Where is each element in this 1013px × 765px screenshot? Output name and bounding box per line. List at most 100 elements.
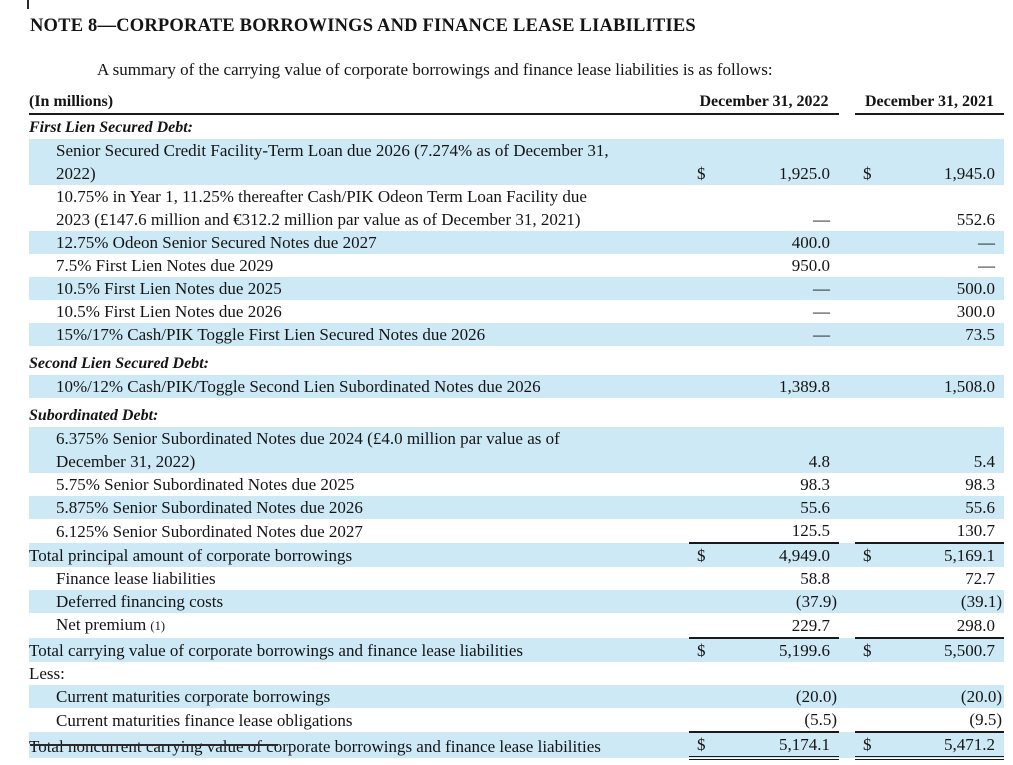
value-2021: 5,471.2 [883, 732, 1004, 760]
row-label: Total principal amount of corporate borr… [29, 543, 689, 567]
currency-symbol-2021 [855, 496, 883, 519]
value-2021: 500.0 [956, 279, 995, 298]
currency-symbol-2021 [855, 277, 883, 300]
currency-symbol-2021: $ [863, 546, 872, 565]
currency-symbol-2021 [855, 613, 883, 639]
row-label: 6.375% Senior Subordinated Notes due 202… [29, 427, 689, 473]
row-label-line: Current maturities finance lease obligat… [56, 711, 353, 730]
currency-symbol-2022 [689, 613, 715, 639]
currency-symbol-2022 [689, 323, 715, 346]
value-2022: 5,174.1 [715, 732, 839, 760]
value-2022: (20.0) [795, 687, 837, 706]
currency-symbol-2022: $ [697, 546, 706, 565]
column-gap [839, 613, 855, 638]
row-label: Total carrying value of corporate borrow… [29, 638, 689, 662]
row-label-line: 12.75% Odeon Senior Secured Notes due 20… [56, 233, 377, 252]
row-label: 7.5% First Lien Notes due 2029 [29, 254, 689, 277]
column-gap [839, 375, 855, 398]
value-2022: — [813, 210, 830, 229]
row-label: 12.75% Odeon Senior Secured Notes due 20… [29, 231, 689, 254]
table-row: Finance lease liabilities 58.8 72.7 [29, 567, 1004, 590]
value-2022: 5,199.6 [779, 641, 830, 660]
value-2021: — [978, 256, 995, 275]
currency-symbol-2022 [689, 708, 715, 733]
intro-paragraph: A summary of the carrying value of corpo… [97, 60, 773, 79]
currency-symbol-2021 [855, 300, 883, 323]
section-label: Subordinated Debt: [29, 407, 159, 424]
column-gap [839, 139, 855, 185]
currency-symbol-2022 [689, 231, 715, 254]
row-label: Deferred financing costs [29, 590, 689, 613]
row-label-line: Current maturities corporate borrowings [56, 687, 331, 706]
row-label-line: Total carrying value of corporate borrow… [29, 641, 523, 660]
currency-symbol-2021 [855, 708, 883, 733]
table-row: 15%/17% Cash/PIK Toggle First Lien Secur… [29, 323, 1004, 346]
table-row: 10%/12% Cash/PIK/Toggle Second Lien Subo… [29, 375, 1004, 398]
table-row: Senior Secured Credit Facility-Term Loan… [29, 139, 1004, 185]
value-2021: 298.0 [883, 613, 1004, 639]
value-2021: 130.7 [883, 519, 1004, 544]
value-2021: (9.5) [883, 708, 1004, 733]
currency-symbol-2022 [689, 375, 715, 398]
value-2022: 229.7 [715, 613, 839, 639]
table-row: 6.125% Senior Subordinated Notes due 202… [29, 519, 1004, 544]
table-row: Total principal amount of corporate borr… [29, 543, 1004, 567]
column-gap [839, 185, 855, 231]
row-label-line: 10%/12% Cash/PIK/Toggle Second Lien Subo… [56, 377, 541, 396]
row-label: Senior Secured Credit Facility-Term Loan… [29, 139, 689, 185]
currency-symbol-2022 [689, 185, 715, 231]
currency-symbol-2021 [855, 185, 883, 231]
table-row: 5.75% Senior Subordinated Notes due 2025… [29, 473, 1004, 496]
value-2022: 1,389.8 [779, 377, 830, 396]
column-gap [839, 231, 855, 254]
currency-symbol-2021 [855, 427, 883, 473]
row-label-line: Finance lease liabilities [56, 569, 216, 588]
value-2022: 400.0 [791, 233, 830, 252]
footnote-reference: (1) [150, 619, 165, 633]
row-label: 10.5% First Lien Notes due 2026 [29, 300, 689, 323]
value-2022: (37.9) [795, 592, 837, 611]
value-2021: (20.0) [960, 687, 1002, 706]
currency-symbol-2021 [855, 567, 883, 590]
currency-symbol-2021 [855, 685, 883, 708]
value-2022: 4,949.0 [779, 546, 830, 565]
value-2022: 98.3 [800, 475, 830, 494]
column-header-2021: December 31, 2021 [855, 93, 1004, 115]
currency-symbol-2022 [689, 300, 715, 323]
value-2022: — [813, 325, 830, 344]
value-2022: — [813, 302, 830, 321]
page-edge-mark [27, 0, 29, 9]
column-gap [839, 519, 855, 543]
section-header-row: Subordinated Debt: [29, 398, 1004, 427]
currency-symbol-2022 [689, 567, 715, 590]
currency-symbol-2022 [689, 519, 715, 544]
column-gap [839, 685, 855, 708]
value-2022: 4.8 [808, 452, 830, 471]
row-label-line: Senior Secured Credit Facility-Term Loan… [56, 141, 609, 160]
value-2021: 5,500.7 [944, 641, 995, 660]
table-row: 5.875% Senior Subordinated Notes due 202… [29, 496, 1004, 519]
row-label: Total noncurrent carrying value of corpo… [29, 732, 689, 758]
column-gap [839, 567, 855, 590]
currency-symbol-2021 [855, 323, 883, 346]
table-row: 10.75% in Year 1, 11.25% thereafter Cash… [29, 185, 1004, 231]
column-gap [839, 590, 855, 613]
column-gap [839, 473, 855, 496]
value-2021: 5,169.1 [944, 546, 995, 565]
value-2021: 98.3 [965, 475, 995, 494]
row-label: 15%/17% Cash/PIK Toggle First Lien Secur… [29, 323, 689, 346]
column-gap [839, 254, 855, 277]
footnote-separator-rule [30, 744, 278, 746]
currency-symbol-2021: $ [863, 641, 872, 660]
row-label-line: 5.875% Senior Subordinated Notes due 202… [56, 498, 363, 517]
value-2022: 950.0 [791, 256, 830, 275]
value-2022: 58.8 [800, 569, 830, 588]
currency-symbol-2021 [855, 590, 883, 613]
section-label: Less: [29, 664, 65, 683]
row-label-line: Net premium (1) [56, 615, 165, 634]
row-label: 5.75% Senior Subordinated Notes due 2025 [29, 473, 689, 496]
value-2021: 73.5 [965, 325, 995, 344]
column-gap [839, 708, 855, 732]
table-row: 6.375% Senior Subordinated Notes due 202… [29, 427, 1004, 473]
